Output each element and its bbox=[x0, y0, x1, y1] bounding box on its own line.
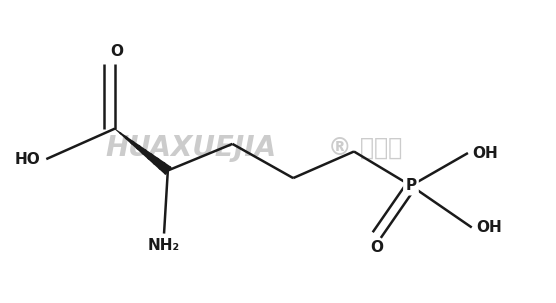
Text: P: P bbox=[405, 178, 416, 193]
Polygon shape bbox=[115, 128, 171, 175]
Text: HUAXUEJIA: HUAXUEJIA bbox=[105, 134, 276, 162]
Text: NH₂: NH₂ bbox=[148, 238, 180, 253]
Text: OH: OH bbox=[473, 145, 498, 161]
Text: O: O bbox=[111, 44, 123, 59]
Text: OH: OH bbox=[476, 220, 502, 235]
Text: HO: HO bbox=[14, 152, 40, 167]
Text: ® 化学加: ® 化学加 bbox=[328, 136, 403, 160]
Text: O: O bbox=[370, 240, 383, 255]
